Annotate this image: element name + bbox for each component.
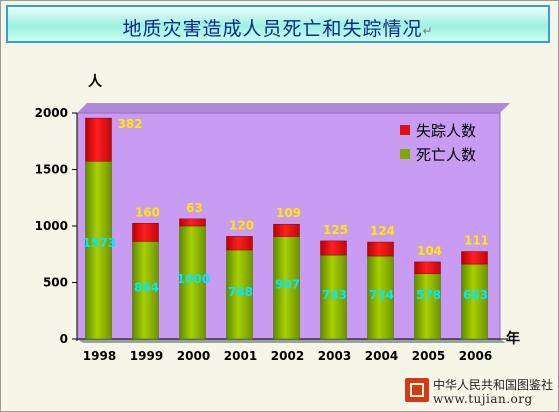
publisher-logo-icon [405, 378, 429, 402]
watermark: 中华人民共和国图鉴社 www.tujian.org [405, 376, 555, 408]
plot-top-edge [77, 103, 510, 113]
data-label-missing: 104 [417, 244, 442, 258]
data-label-deaths: 578 [416, 288, 441, 302]
watermark-url: www.tujian.org [433, 392, 533, 406]
x-tick-label: 2003 [318, 349, 351, 363]
bar-missing [179, 218, 206, 227]
paragraph-mark: ↵ [422, 24, 434, 38]
data-label-deaths: 734 [369, 288, 394, 302]
legend-swatch-missing [400, 125, 410, 135]
y-axis-label: 人 [88, 73, 103, 90]
data-label-missing: 120 [229, 218, 254, 232]
data-label-missing: 63 [186, 201, 203, 215]
bar-deaths [132, 241, 159, 340]
bar-missing [85, 117, 112, 162]
bar-missing [320, 240, 347, 256]
x-axis-label: 年 [506, 330, 520, 347]
data-label-deaths: 743 [322, 288, 347, 302]
bar-missing [414, 261, 441, 274]
data-label-missing: 125 [323, 223, 348, 237]
data-label-deaths: 907 [275, 278, 300, 292]
data-label-deaths: 864 [134, 280, 159, 294]
y-tick-label: 1500 [35, 163, 68, 177]
bar-missing [367, 241, 394, 257]
data-label-deaths: 788 [228, 285, 253, 299]
legend-label-deaths: 死亡人数 [416, 145, 477, 164]
x-tick-label: 2001 [224, 349, 257, 363]
x-tick-label: 2000 [177, 349, 210, 363]
data-label-deaths: 663 [463, 288, 488, 302]
legend-item-missing: 失踪人数 [400, 118, 476, 142]
x-tick-label: 1998 [83, 349, 116, 363]
data-label-missing: 111 [464, 234, 489, 248]
x-tick-label: 1999 [130, 349, 163, 363]
y-tick-label: 500 [43, 276, 68, 290]
title-banner: 地质灾害造成人员死亡和失踪情况↵ [6, 5, 550, 43]
bar-missing [461, 251, 488, 265]
chart-title: 地质灾害造成人员死亡和失踪情况↵ [8, 14, 548, 41]
bar-deaths [320, 254, 347, 340]
x-tick-label: 2004 [365, 349, 398, 363]
legend-swatch-deaths [400, 149, 410, 159]
bar-missing [132, 223, 159, 242]
bar-missing [273, 223, 300, 237]
bar-deaths [367, 255, 394, 340]
data-label-deaths: 1000 [177, 272, 210, 286]
data-label-deaths: 1573 [83, 236, 116, 250]
bar-deaths [273, 236, 300, 340]
watermark-name: 中华人民共和国图鉴社 [433, 378, 554, 392]
y-tick-label: 0 [60, 332, 68, 346]
plot-floor [77, 339, 506, 343]
x-tick-label: 2006 [459, 349, 492, 363]
y-tick-label: 2000 [35, 106, 68, 120]
y-tick-label: 1000 [35, 219, 68, 233]
legend: 失踪人数 死亡人数 [400, 118, 476, 166]
data-label-missing: 109 [276, 206, 301, 220]
legend-item-deaths: 死亡人数 [400, 142, 476, 166]
x-tick-label: 2005 [412, 349, 445, 363]
bar-deaths [414, 273, 441, 340]
bar-deaths [179, 225, 206, 340]
legend-label-missing: 失踪人数 [416, 121, 477, 140]
data-label-missing: 160 [135, 205, 160, 219]
bar-missing [226, 236, 253, 251]
chart-title-text: 地质灾害造成人员死亡和失踪情况 [122, 18, 423, 40]
data-label-missing: 382 [118, 117, 143, 131]
x-tick-label: 2002 [271, 349, 304, 363]
bar-deaths [85, 161, 112, 340]
data-label-missing: 124 [370, 224, 395, 238]
